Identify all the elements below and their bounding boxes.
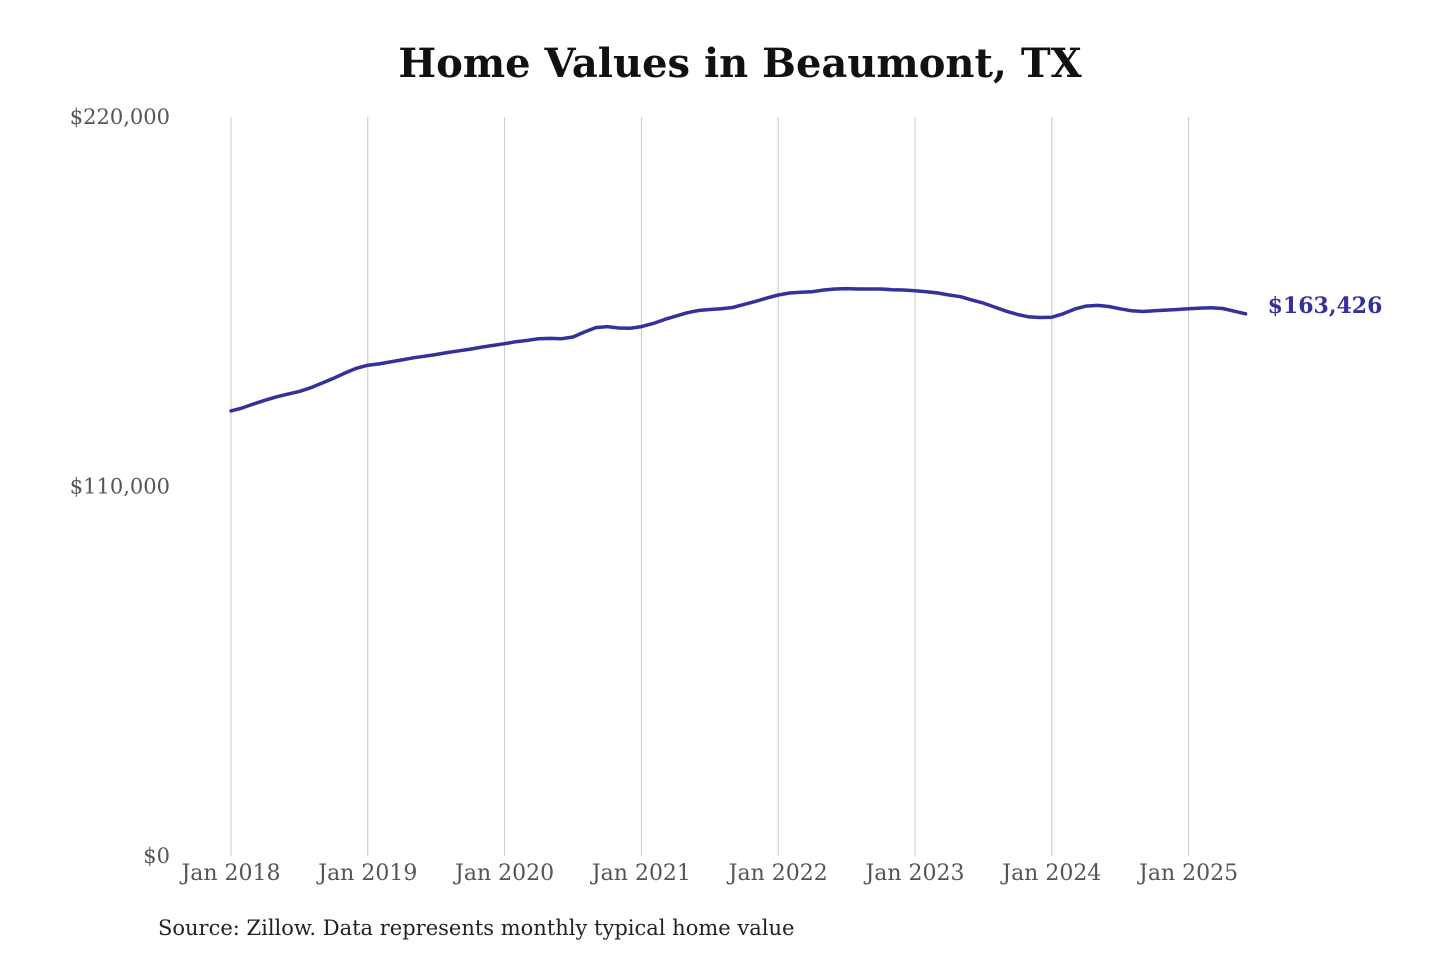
end-value-label: $163,426 — [1268, 293, 1383, 319]
x-tick-label: Jan 2022 — [727, 861, 828, 886]
x-tick-label: Jan 2018 — [179, 861, 280, 886]
x-tick-label: Jan 2024 — [1000, 861, 1101, 886]
chart-title: Home Values in Beaumont, TX — [398, 40, 1082, 87]
y-tick-label: $110,000 — [70, 475, 170, 499]
x-tick-label: Jan 2019 — [316, 861, 417, 886]
y-tick-label: $0 — [143, 844, 170, 868]
y-tick-label: $220,000 — [70, 105, 170, 129]
x-tick-label: Jan 2020 — [453, 861, 554, 886]
y-axis-ticks: $220,000 $110,000 $0 — [70, 105, 170, 868]
x-tick-label: Jan 2025 — [1137, 861, 1238, 886]
series-line — [229, 286, 1248, 413]
gridlines — [230, 117, 1190, 856]
x-tick-label: Jan 2023 — [863, 861, 964, 886]
x-tick-label: Jan 2021 — [590, 861, 691, 886]
x-axis-ticks: Jan 2018 Jan 2019 Jan 2020 Jan 2021 Jan 2022… — [179, 861, 1238, 886]
source-note: Source: Zillow. Data represents monthly … — [158, 916, 795, 940]
